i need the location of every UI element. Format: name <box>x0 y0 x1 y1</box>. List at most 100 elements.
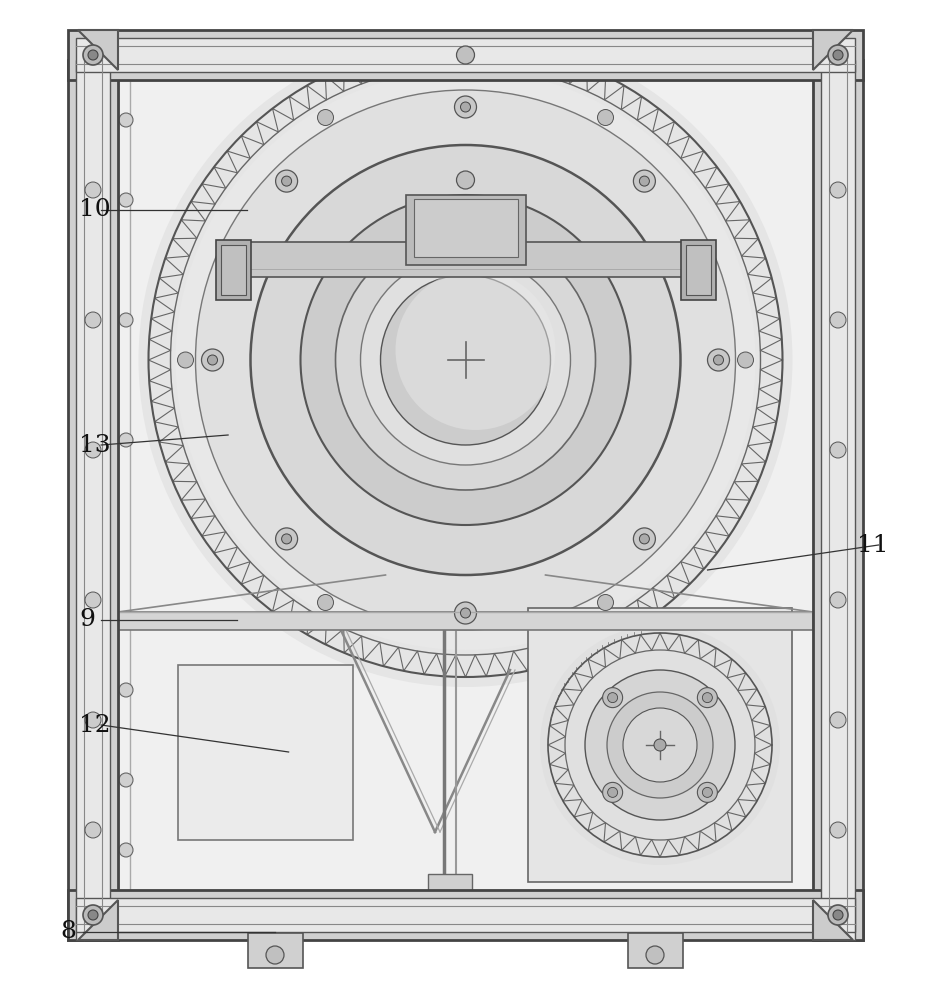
Circle shape <box>608 787 617 797</box>
Text: 11: 11 <box>857 534 888 556</box>
Text: 12: 12 <box>79 714 111 736</box>
Bar <box>413 199 518 257</box>
Bar <box>118 612 813 630</box>
Polygon shape <box>813 900 853 940</box>
Circle shape <box>276 528 298 550</box>
Bar <box>76 898 855 932</box>
Circle shape <box>708 349 730 371</box>
Text: 13: 13 <box>79 434 111 456</box>
Circle shape <box>640 176 650 186</box>
Circle shape <box>360 255 571 465</box>
Bar <box>248 933 303 968</box>
Circle shape <box>640 534 650 544</box>
Bar <box>178 665 353 840</box>
Circle shape <box>585 670 735 820</box>
Circle shape <box>830 592 846 608</box>
Circle shape <box>828 45 848 65</box>
Circle shape <box>301 195 630 525</box>
Bar <box>68 60 118 940</box>
Circle shape <box>85 182 101 198</box>
Circle shape <box>602 782 623 802</box>
Polygon shape <box>813 30 853 70</box>
Circle shape <box>83 45 103 65</box>
Circle shape <box>85 592 101 608</box>
Circle shape <box>456 171 475 189</box>
Circle shape <box>607 692 713 798</box>
Bar <box>528 608 792 882</box>
Circle shape <box>830 182 846 198</box>
Circle shape <box>83 905 103 925</box>
Circle shape <box>602 688 623 708</box>
Bar <box>628 933 683 968</box>
Circle shape <box>317 594 333 610</box>
Circle shape <box>119 773 133 787</box>
Circle shape <box>85 822 101 838</box>
Bar <box>428 874 472 892</box>
Circle shape <box>830 442 846 458</box>
Circle shape <box>396 270 556 430</box>
Text: 10: 10 <box>79 198 111 222</box>
Circle shape <box>119 313 133 327</box>
Circle shape <box>119 193 133 207</box>
Circle shape <box>608 693 617 703</box>
Circle shape <box>208 355 218 365</box>
Bar <box>221 242 710 277</box>
Circle shape <box>88 910 98 920</box>
Bar <box>221 245 246 295</box>
Circle shape <box>178 352 194 368</box>
Circle shape <box>646 946 664 964</box>
Bar <box>681 240 716 300</box>
Bar <box>821 60 855 940</box>
Circle shape <box>139 33 792 687</box>
Circle shape <box>119 113 133 127</box>
Circle shape <box>85 442 101 458</box>
Text: 8: 8 <box>61 920 76 944</box>
Polygon shape <box>78 30 118 70</box>
Circle shape <box>697 782 718 802</box>
Circle shape <box>737 352 753 368</box>
Circle shape <box>85 712 101 728</box>
Circle shape <box>702 787 712 797</box>
Bar <box>76 60 110 940</box>
Circle shape <box>830 712 846 728</box>
Circle shape <box>830 822 846 838</box>
Circle shape <box>335 230 596 490</box>
Circle shape <box>598 110 614 126</box>
Circle shape <box>201 349 223 371</box>
Circle shape <box>85 312 101 328</box>
Polygon shape <box>78 900 118 940</box>
Circle shape <box>461 608 470 618</box>
Circle shape <box>833 910 843 920</box>
Circle shape <box>196 90 735 630</box>
Circle shape <box>276 170 298 192</box>
Circle shape <box>281 176 291 186</box>
Bar <box>813 60 863 940</box>
Bar <box>406 195 525 265</box>
Bar <box>685 245 710 295</box>
Bar <box>76 38 855 72</box>
Bar <box>215 240 250 300</box>
Circle shape <box>266 946 284 964</box>
Circle shape <box>119 433 133 447</box>
Bar <box>115 68 815 932</box>
Circle shape <box>828 905 848 925</box>
Circle shape <box>540 625 780 865</box>
Circle shape <box>281 534 291 544</box>
Bar <box>68 30 863 80</box>
Text: 9: 9 <box>79 608 95 632</box>
Circle shape <box>633 528 655 550</box>
Circle shape <box>830 312 846 328</box>
Circle shape <box>119 843 133 857</box>
Circle shape <box>461 102 470 112</box>
Circle shape <box>454 602 477 624</box>
Circle shape <box>88 50 98 60</box>
Circle shape <box>833 50 843 60</box>
Circle shape <box>317 110 333 126</box>
Circle shape <box>454 96 477 118</box>
Circle shape <box>598 594 614 610</box>
Circle shape <box>623 708 697 782</box>
Circle shape <box>456 46 475 64</box>
Circle shape <box>713 355 723 365</box>
Circle shape <box>176 70 755 650</box>
Circle shape <box>381 275 550 445</box>
